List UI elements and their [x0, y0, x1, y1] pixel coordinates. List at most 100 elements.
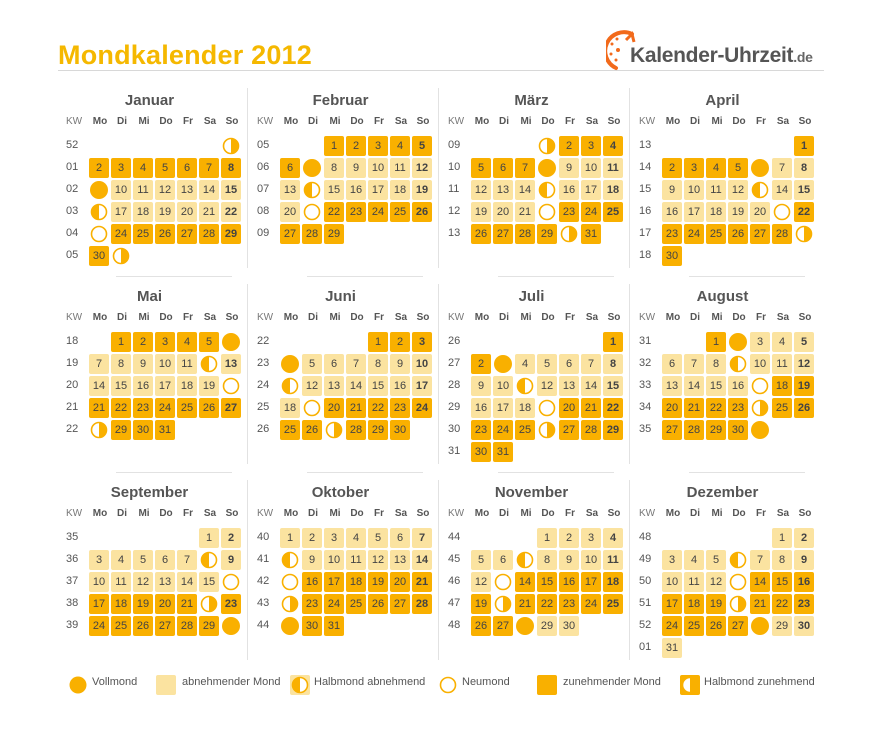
day-cell: 2	[302, 528, 322, 548]
day-cell: 18	[346, 572, 366, 592]
day-cell: 19	[412, 180, 432, 200]
weekday-label: Mo	[474, 116, 490, 127]
day-cell: 12	[706, 572, 726, 592]
day-cell: 1	[537, 528, 557, 548]
day-cell: 11	[111, 572, 131, 592]
weekday-label: So	[607, 312, 621, 323]
clock-icon	[606, 30, 636, 70]
day-cell: 18	[603, 572, 623, 592]
weekday-label: Mi	[138, 312, 150, 323]
new-moon-icon	[537, 398, 557, 418]
day-cell: 25	[177, 398, 197, 418]
day-cell: 22	[324, 202, 344, 222]
weekday-label: Mi	[520, 508, 532, 519]
week-number: 04	[66, 227, 79, 239]
day-cell: 16	[662, 202, 682, 222]
weekday-label: Mo	[665, 116, 681, 127]
day-cell: 6	[177, 158, 197, 178]
day-cell: 12	[412, 158, 432, 178]
month-märz: März KW Mo Di Mi Do Fr Sa So 09 10 11 12 13 2 3 4 5 6 7 9 10 1…	[440, 92, 623, 244]
day-cell: 23	[559, 594, 579, 614]
day-cell: 27	[280, 224, 300, 244]
weekday-header: KW Mo Di Mi Do Fr Sa So	[440, 116, 623, 132]
logo[interactable]: Kalender-Uhrzeit.de	[606, 26, 846, 72]
day-cell: 15	[199, 572, 219, 592]
weekday-label: Do	[732, 508, 746, 519]
day-cell: 8	[537, 550, 557, 570]
day-cell: 14	[684, 376, 704, 396]
day-cell: 18	[177, 376, 197, 396]
day-cell: 17	[493, 398, 513, 418]
day-cell: 23	[794, 594, 814, 614]
day-cell: 13	[324, 376, 344, 396]
day-cell: 10	[89, 572, 109, 592]
row-divider	[689, 276, 805, 277]
weekday-label: Do	[159, 116, 173, 127]
day-cell: 27	[559, 420, 579, 440]
half-moon-waxing-icon	[324, 420, 344, 440]
column-divider	[247, 284, 248, 464]
weekday-header: KW Mo Di Mi Do Fr Sa So	[631, 508, 814, 524]
page-title: Mondkalender 2012	[58, 40, 312, 70]
day-cell: 27	[493, 224, 513, 244]
day-cell: 17	[581, 572, 601, 592]
week-number: 02	[66, 183, 79, 195]
weekday-label: Do	[732, 116, 746, 127]
week-number-header: KW	[66, 312, 83, 323]
day-cell: 9	[662, 180, 682, 200]
new-moon-icon	[221, 572, 241, 592]
day-cell: 9	[559, 550, 579, 570]
day-cell: 12	[155, 180, 175, 200]
day-cell: 25	[390, 202, 410, 222]
day-cell: 23	[559, 202, 579, 222]
day-cell: 10	[493, 376, 513, 396]
day-cell: 2	[794, 528, 814, 548]
full-moon-icon	[69, 676, 87, 694]
week-number: 41	[257, 553, 270, 565]
day-cell: 14	[89, 376, 109, 396]
day-cell: 9	[133, 354, 153, 374]
week-number: 09	[448, 139, 461, 151]
day-cell: 7	[89, 354, 109, 374]
day-cell: 19	[133, 594, 153, 614]
day-cell: 12	[302, 376, 322, 396]
weekday-label: So	[798, 508, 812, 519]
day-cell: 6	[493, 158, 513, 178]
full-moon-icon	[537, 158, 557, 178]
day-cell: 4	[772, 332, 792, 352]
weekday-label: Fr	[183, 116, 193, 127]
full-moon-icon	[302, 158, 322, 178]
day-cell: 29	[772, 616, 792, 636]
day-cell: 19	[794, 376, 814, 396]
day-cell: 28	[346, 420, 366, 440]
week-number-header: KW	[66, 116, 83, 127]
full-moon-icon	[280, 616, 300, 636]
day-cell: 18	[111, 594, 131, 614]
day-cell: 16	[302, 572, 322, 592]
day-cell: 27	[390, 594, 410, 614]
day-cell: 24	[684, 224, 704, 244]
half-moon-waning-icon	[515, 376, 535, 396]
week-number: 18	[639, 249, 652, 261]
day-cell: 10	[684, 180, 704, 200]
day-cell: 22	[111, 398, 131, 418]
day-cell: 31	[662, 638, 682, 658]
day-cell: 9	[390, 354, 410, 374]
month-name: September	[110, 484, 189, 501]
week-number: 26	[448, 335, 461, 347]
weekday-header: KW Mo Di Mi Do Fr Sa So	[440, 312, 623, 328]
column-divider	[438, 284, 439, 464]
week-number: 48	[448, 619, 461, 631]
month-august: August KW Mo Di Mi Do Fr Sa So 31 32 33 34 35 1 3 4 5 6 7 8 1…	[631, 288, 814, 440]
half-moon-waxing-icon	[728, 594, 748, 614]
week-number: 52	[66, 139, 79, 151]
day-cell: 15	[111, 376, 131, 396]
day-cell: 21	[89, 398, 109, 418]
day-cell: 12	[794, 354, 814, 374]
weekday-label: Di	[690, 116, 700, 127]
month-name: November	[494, 484, 569, 501]
day-cell: 10	[368, 158, 388, 178]
new-moon-icon	[302, 202, 322, 222]
weekday-label: Di	[308, 312, 318, 323]
month-april: April KW Mo Di Mi Do Fr Sa So 13 14 15 16 17 18 1 2 3 4 5 7 8…	[631, 92, 814, 266]
